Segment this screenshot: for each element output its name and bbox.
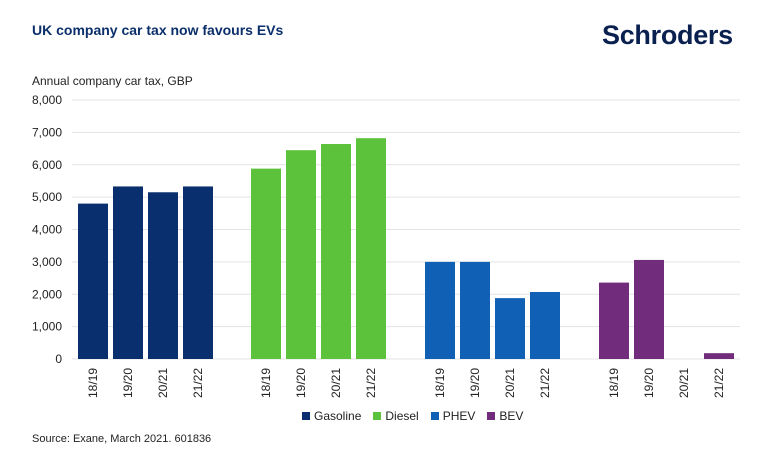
x-axis-ticks: 18/19 19/20 20/21 21/22 18/19 19/20 20/21 21/22… — [86, 368, 726, 398]
bar-diesel-18-19 — [251, 168, 281, 359]
legend: Gasoline Diesel PHEV BEV — [302, 409, 523, 423]
bar-phev-20-21 — [495, 298, 525, 359]
legend-item-phev: PHEV — [430, 409, 476, 423]
y-tick-label: 0 — [55, 352, 62, 366]
x-tick-label: 19/20 — [294, 368, 308, 398]
source-note: Source: Exane, March 2021. 601836 — [32, 433, 212, 445]
legend-swatch — [487, 412, 496, 420]
legend-item-diesel: Diesel — [373, 409, 419, 423]
bar-phev-19-20 — [460, 261, 490, 359]
bar-phev-18-19 — [425, 261, 455, 359]
bars — [78, 138, 734, 359]
legend-swatch — [430, 412, 439, 420]
x-tick-label: 18/19 — [259, 368, 273, 398]
bar-phev-21-22 — [530, 291, 560, 359]
y-tick-label: 3,000 — [32, 255, 62, 269]
bar-gasoline-18-19 — [78, 203, 108, 359]
bar-diesel-20-21 — [321, 144, 351, 359]
x-tick-label: 19/20 — [642, 368, 656, 398]
y-axis-label: Annual company car tax, GBP — [32, 74, 193, 88]
y-tick-label: 6,000 — [32, 158, 62, 172]
x-tick-label: 18/19 — [433, 368, 447, 398]
x-tick-label: 18/19 — [86, 368, 100, 398]
schroders-logo: Schroders — [602, 20, 733, 50]
x-tick-label: 19/20 — [468, 368, 482, 398]
bar-bev-21-22 — [704, 353, 734, 359]
y-tick-label: 2,000 — [32, 287, 62, 301]
x-tick-label: 20/21 — [503, 368, 517, 398]
bar-gasoline-20-21 — [148, 192, 178, 359]
bar-bev-18-19 — [599, 282, 629, 359]
y-axis-ticks: 0 1,000 2,000 3,000 4,000 5,000 6,000 7,000 8,00… — [32, 93, 62, 366]
legend-label: Gasoline — [314, 409, 362, 423]
bar-diesel-21-22 — [356, 138, 386, 359]
bar-gasoline-19-20 — [113, 186, 143, 359]
x-tick-label: 21/22 — [538, 368, 552, 398]
legend-swatch — [373, 412, 382, 420]
legend-label: Diesel — [385, 409, 419, 423]
x-tick-label: 19/20 — [121, 368, 135, 398]
x-tick-label: 21/22 — [191, 368, 205, 398]
y-tick-label: 1,000 — [32, 320, 62, 334]
bar-bev-19-20 — [634, 259, 664, 359]
legend-item-bev: BEV — [487, 409, 523, 423]
legend-label: BEV — [499, 409, 524, 423]
x-tick-label: 20/21 — [329, 368, 343, 398]
y-tick-label: 4,000 — [32, 223, 62, 237]
chart-title: UK company car tax now favours EVs — [32, 22, 284, 38]
legend-label: PHEV — [442, 409, 476, 423]
legend-item-gasoline: Gasoline — [302, 409, 361, 423]
x-tick-label: 21/22 — [712, 368, 726, 398]
x-tick-label: 18/19 — [607, 368, 621, 398]
y-tick-label: 7,000 — [32, 125, 62, 139]
x-tick-label: 21/22 — [364, 368, 378, 398]
bar-diesel-19-20 — [286, 150, 316, 359]
x-tick-label: 20/21 — [677, 368, 691, 398]
bar-gasoline-21-22 — [183, 186, 213, 359]
y-tick-label: 8,000 — [32, 93, 62, 107]
y-tick-label: 5,000 — [32, 190, 62, 204]
x-tick-label: 20/21 — [156, 368, 170, 398]
legend-swatch — [302, 412, 310, 420]
